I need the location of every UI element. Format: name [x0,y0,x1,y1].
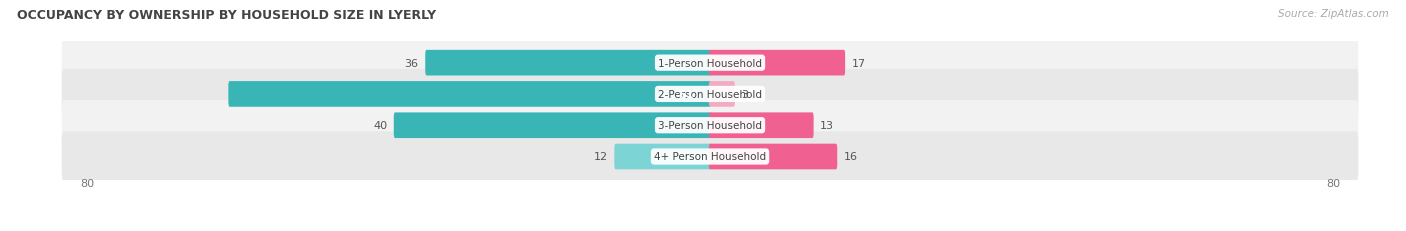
FancyBboxPatch shape [709,51,845,76]
Text: 36: 36 [405,58,419,68]
Text: 80: 80 [80,179,94,188]
Text: 61: 61 [679,90,695,100]
FancyBboxPatch shape [394,113,711,138]
FancyBboxPatch shape [62,70,1358,119]
Text: 3: 3 [741,90,748,100]
Text: 4+ Person Household: 4+ Person Household [654,152,766,162]
Text: 3-Person Household: 3-Person Household [658,121,762,131]
FancyBboxPatch shape [62,132,1358,182]
Legend: Owner-occupied, Renter-occupied: Owner-occupied, Renter-occupied [583,228,837,231]
FancyBboxPatch shape [709,82,735,107]
Text: 40: 40 [373,121,387,131]
FancyBboxPatch shape [709,113,814,138]
Text: Source: ZipAtlas.com: Source: ZipAtlas.com [1278,9,1389,19]
Text: 13: 13 [820,121,834,131]
FancyBboxPatch shape [614,144,711,170]
Text: 1-Person Household: 1-Person Household [658,58,762,68]
Text: OCCUPANCY BY OWNERSHIP BY HOUSEHOLD SIZE IN LYERLY: OCCUPANCY BY OWNERSHIP BY HOUSEHOLD SIZE… [17,9,436,22]
Text: 12: 12 [593,152,607,162]
FancyBboxPatch shape [62,39,1358,88]
FancyBboxPatch shape [709,144,837,170]
FancyBboxPatch shape [228,82,711,107]
FancyBboxPatch shape [425,51,711,76]
Text: 2-Person Household: 2-Person Household [658,90,762,100]
Text: 17: 17 [852,58,866,68]
FancyBboxPatch shape [62,101,1358,151]
Text: 16: 16 [844,152,858,162]
Text: 80: 80 [1326,179,1340,188]
